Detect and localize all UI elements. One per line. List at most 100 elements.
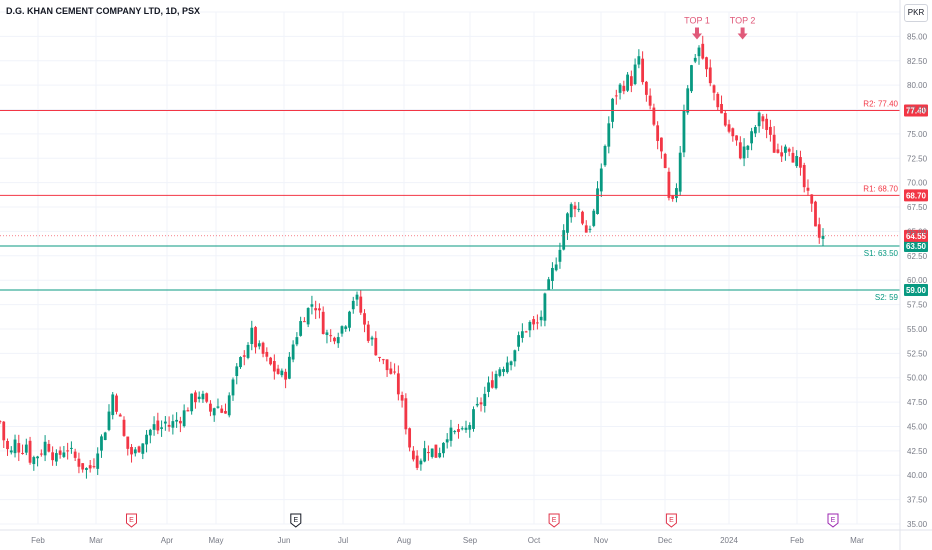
y-tick-label: 72.50 [907,154,928,163]
candlestick-series [0,35,825,479]
candle-body [543,293,547,321]
candle-body [344,326,348,329]
candle-body [24,444,28,453]
candle-body [209,403,212,412]
candle-body [761,116,765,122]
y-tick-label: 47.50 [907,398,928,407]
candle-body [445,439,449,443]
currency-button[interactable]: PKR [904,4,928,22]
candle-body [539,316,543,321]
candle-body [302,321,306,323]
candle-body [366,324,370,341]
level-badge-text: 77.40 [906,106,927,115]
candle-body [400,394,404,401]
top-arrow-icon [740,27,745,34]
candle-body [291,344,295,360]
candle-body [0,421,2,423]
candle-body [92,466,96,468]
candle-body [562,230,566,250]
candle-body [43,441,47,456]
candle-body [656,125,660,141]
top-arrow-icon [695,27,699,34]
candle-body [705,57,708,70]
candle-body [351,300,355,310]
earnings-marker-icon [126,513,137,528]
candle-body [13,439,17,454]
chart-title: D.G. KHAN CEMENT COMPANY LTD, 1D, PSX [6,6,201,16]
candle-body [415,455,419,468]
time-axis[interactable]: Feb Mar Apr May Jun Jul Aug Sep Oct Nov Dec 2024 Feb… [0,529,932,545]
candle-body [772,134,776,153]
candle-body [235,366,239,377]
earnings-marker-icon [827,513,839,528]
candle-body [633,64,637,85]
candle-body [708,67,712,84]
candle-body [817,224,821,238]
candle-body [799,157,802,168]
candle-body [171,421,175,428]
chart-grid [0,11,900,525]
candle-body [163,421,167,424]
earnings-marker-label: E [552,517,557,524]
candle-body [385,359,389,371]
candle-body [36,456,39,459]
candle-body [197,396,201,400]
candle-body [175,419,179,422]
candle-body [551,267,554,281]
candle-body [716,93,720,108]
candle-body [336,337,340,344]
candle-body [190,393,194,412]
candle-body [577,208,581,210]
top-arrow-head-icon [737,33,748,40]
candle-body [276,368,280,374]
candle-body [663,153,667,169]
candle-body [757,112,761,127]
candle-body [265,351,269,357]
candle-body [130,446,133,455]
x-tick-label: Sep [463,536,478,545]
candle-body [438,452,442,458]
candle-body [780,152,784,157]
chart-annotations: TOP 1 TOP 2 [684,16,755,40]
candle-body [686,88,690,113]
y-tick-label: 42.50 [907,447,928,456]
candle-body [66,450,70,452]
candle-body [70,447,73,449]
candle-body [118,414,122,417]
earnings-marker-icon [665,513,677,528]
candle-body [182,410,186,427]
y-tick-label: 52.50 [907,349,928,358]
candle-body [284,371,288,380]
level-label: S1: 63.50 [864,249,899,258]
candle-body [505,362,509,373]
candle-body [795,156,799,167]
candle-body [821,235,825,239]
candle-body [54,453,58,462]
y-tick-label: 67.50 [907,203,928,212]
price-axis[interactable]: 35.00 37.50 40.00 42.50 45.00 47.50 50.00 52.50… [899,0,928,550]
y-tick-label: 80.00 [907,81,928,90]
candle-body [227,395,231,416]
candle-body [502,369,505,372]
candle-body [423,448,427,462]
candle-body [393,371,396,373]
candle-body [51,452,55,461]
candle-body [220,408,224,413]
candle-body [584,225,588,233]
x-tick-label: Jun [278,536,291,545]
candle-body [201,393,205,400]
level-label: R2: 77.40 [863,99,898,108]
candle-body [122,419,126,436]
earnings-marker-icon [290,513,302,528]
candle-body [254,327,257,348]
candle-body [660,137,663,152]
candle-body [73,451,77,458]
candle-body [554,264,558,271]
candle-body [411,450,415,460]
candle-body [224,411,227,414]
candle-body [239,357,242,368]
candle-body [205,393,209,402]
candle-body [472,409,475,429]
y-tick-label: 82.50 [907,57,928,66]
